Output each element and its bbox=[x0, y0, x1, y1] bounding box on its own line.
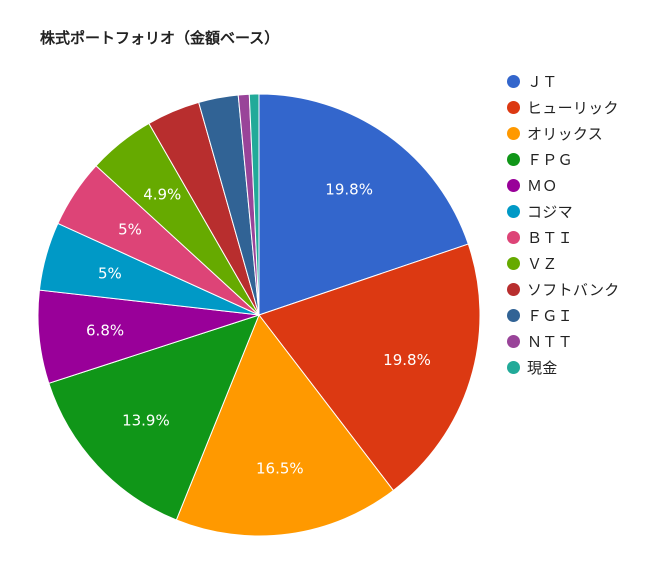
slice-value-label-5: 5% bbox=[98, 265, 122, 283]
legend-item-4[interactable]: ＭＯ bbox=[505, 172, 671, 198]
legend-item-0[interactable]: ＪＴ bbox=[505, 68, 671, 94]
legend-item-1[interactable]: ヒューリック bbox=[505, 94, 671, 120]
legend-label: ＮＴＴ bbox=[527, 332, 573, 351]
legend-color-dot bbox=[507, 178, 520, 192]
slice-value-label-7: 4.9% bbox=[143, 185, 181, 203]
legend-label: ヒューリック bbox=[527, 98, 619, 117]
legend-label: ＢＴＩ bbox=[527, 228, 573, 247]
legend-item-2[interactable]: オリックス bbox=[505, 120, 671, 146]
legend-label: 現金 bbox=[527, 358, 558, 377]
legend-label: ＦＰＧ bbox=[527, 150, 573, 169]
legend-color-dot bbox=[507, 126, 520, 140]
chart-legend: ＪＴ ヒューリック オリックス ＦＰＧ ＭＯ コジマ ＢＴＩ ＶＺ ソフトバンク ＦＧＩ ＮＴＴ 現金 bbox=[505, 68, 671, 380]
chart-title: 株式ポートフォリオ（金額ベース） bbox=[40, 29, 280, 47]
slice-value-label-0: 19.8% bbox=[325, 180, 373, 198]
legend-item-3[interactable]: ＦＰＧ bbox=[505, 146, 671, 172]
legend-color-dot bbox=[507, 282, 520, 296]
legend-label: ＪＴ bbox=[527, 72, 558, 91]
pie-slice-0[interactable] bbox=[258, 93, 469, 316]
legend-item-10[interactable]: ＮＴＴ bbox=[505, 328, 671, 354]
legend-label: ＭＯ bbox=[527, 176, 558, 195]
legend-item-7[interactable]: ＶＺ bbox=[505, 250, 671, 276]
legend-color-dot bbox=[507, 360, 520, 374]
legend-color-dot bbox=[507, 100, 520, 114]
pie-slice-1[interactable] bbox=[258, 243, 481, 492]
legend-item-8[interactable]: ソフトバンク bbox=[505, 276, 671, 302]
legend-label: オリックス bbox=[527, 124, 604, 143]
slice-value-label-4: 6.8% bbox=[86, 322, 124, 340]
legend-color-dot bbox=[507, 152, 520, 166]
legend-color-dot bbox=[507, 74, 520, 88]
pie-slice-11[interactable] bbox=[248, 93, 260, 316]
slice-value-label-2: 16.5% bbox=[256, 459, 304, 477]
slice-value-label-6: 5% bbox=[118, 221, 142, 239]
slice-value-label-1: 19.8% bbox=[383, 351, 431, 369]
legend-label: ソフトバンク bbox=[527, 280, 620, 299]
legend-color-dot bbox=[507, 308, 520, 322]
legend-label: コジマ bbox=[527, 202, 573, 221]
legend-color-dot bbox=[507, 256, 520, 270]
legend-item-6[interactable]: ＢＴＩ bbox=[505, 224, 671, 250]
slice-value-label-3: 13.9% bbox=[122, 412, 170, 430]
legend-item-11[interactable]: 現金 bbox=[505, 354, 671, 380]
legend-color-dot bbox=[507, 204, 520, 218]
pie-slice-2[interactable] bbox=[175, 314, 395, 537]
legend-color-dot bbox=[507, 230, 520, 244]
legend-color-dot bbox=[507, 334, 520, 348]
legend-item-9[interactable]: ＦＧＩ bbox=[505, 302, 671, 328]
legend-label: ＦＧＩ bbox=[527, 306, 573, 325]
legend-item-5[interactable]: コジマ bbox=[505, 198, 671, 224]
legend-label: ＶＺ bbox=[527, 254, 558, 273]
